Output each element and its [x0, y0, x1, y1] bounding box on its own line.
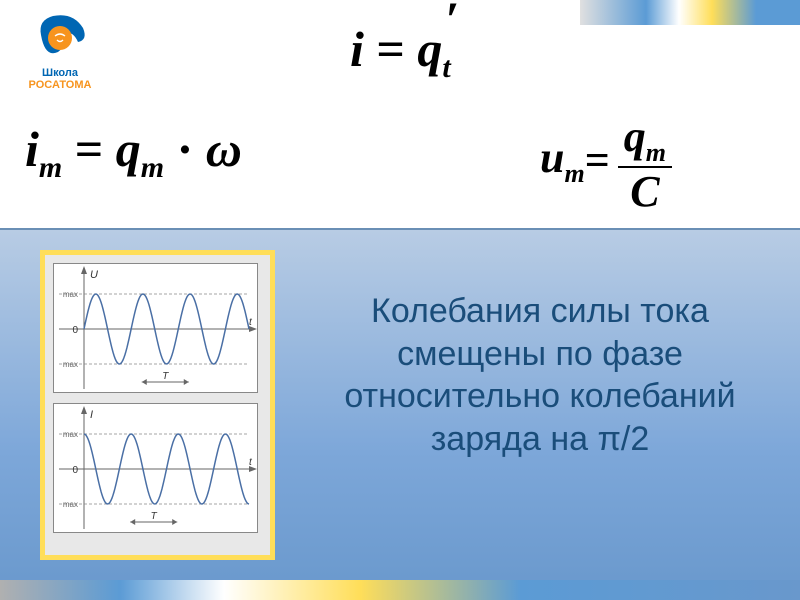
- eq-rhs1-sub: m: [141, 151, 164, 184]
- svg-text:I: I: [90, 409, 93, 421]
- svg-text:0: 0: [72, 465, 78, 476]
- svg-text:T: T: [162, 371, 169, 382]
- top-stripe: [580, 0, 800, 25]
- bottom-section: T Ut 0 max max T It 0 max max Колебания силы ток…: [0, 228, 800, 600]
- svg-text:t: t: [249, 317, 253, 328]
- logo-swirl-icon: [33, 10, 88, 65]
- voltage-graph: T Ut 0 max max: [53, 263, 258, 393]
- fraction: qm C: [618, 115, 672, 216]
- eq-lhs-sub: m: [564, 159, 584, 188]
- svg-text:max: max: [63, 500, 78, 509]
- bottom-stripe: [0, 580, 800, 600]
- eq-omega: ω: [206, 121, 242, 177]
- current-graph: T It 0 max max: [53, 403, 258, 533]
- eq-lhs-base: u: [540, 133, 564, 182]
- eq-rhs-sub: t: [442, 51, 450, 84]
- logo-text-line1: Школа: [15, 67, 105, 79]
- eq-rhs-base: q: [417, 21, 442, 77]
- eq-num-sub: m: [646, 138, 666, 167]
- eq-num-base: q: [624, 112, 646, 161]
- oscillation-graphs-panel: T Ut 0 max max T It 0 max max: [40, 250, 275, 560]
- logo-text-line2: РОСАТОМА: [15, 79, 105, 91]
- svg-text:max: max: [63, 430, 78, 439]
- svg-text:T: T: [151, 511, 158, 522]
- slide: Школа РОСАТОМА i = qt′ im = qm · ω um = …: [0, 0, 800, 600]
- svg-text:0: 0: [72, 325, 78, 336]
- eq-prime: ′: [446, 0, 460, 47]
- equation-im-eq-qm-omega: im = qm · ω: [25, 120, 242, 185]
- eq-den: C: [624, 168, 665, 216]
- svg-text:max: max: [63, 290, 78, 299]
- main-caption: Колебания силы тока смещены по фазе отно…: [310, 290, 770, 460]
- rosatom-school-logo: Школа РОСАТОМА: [15, 10, 105, 91]
- top-section: Школа РОСАТОМА i = qt′ im = qm · ω um = …: [0, 0, 800, 230]
- eq-rhs1-base: q: [116, 121, 141, 177]
- eq-lhs: i: [350, 21, 364, 77]
- svg-text:U: U: [90, 269, 98, 281]
- equation-um-eq-qm-over-c: um = qm C: [540, 110, 672, 211]
- svg-text:max: max: [63, 360, 78, 369]
- eq-dot: ·: [177, 121, 206, 177]
- svg-text:t: t: [249, 457, 253, 468]
- eq-lhs-sub: m: [39, 151, 62, 184]
- eq-lhs-base: i: [25, 121, 39, 177]
- equation-i-eq-qt-prime: i = qt′: [350, 20, 465, 85]
